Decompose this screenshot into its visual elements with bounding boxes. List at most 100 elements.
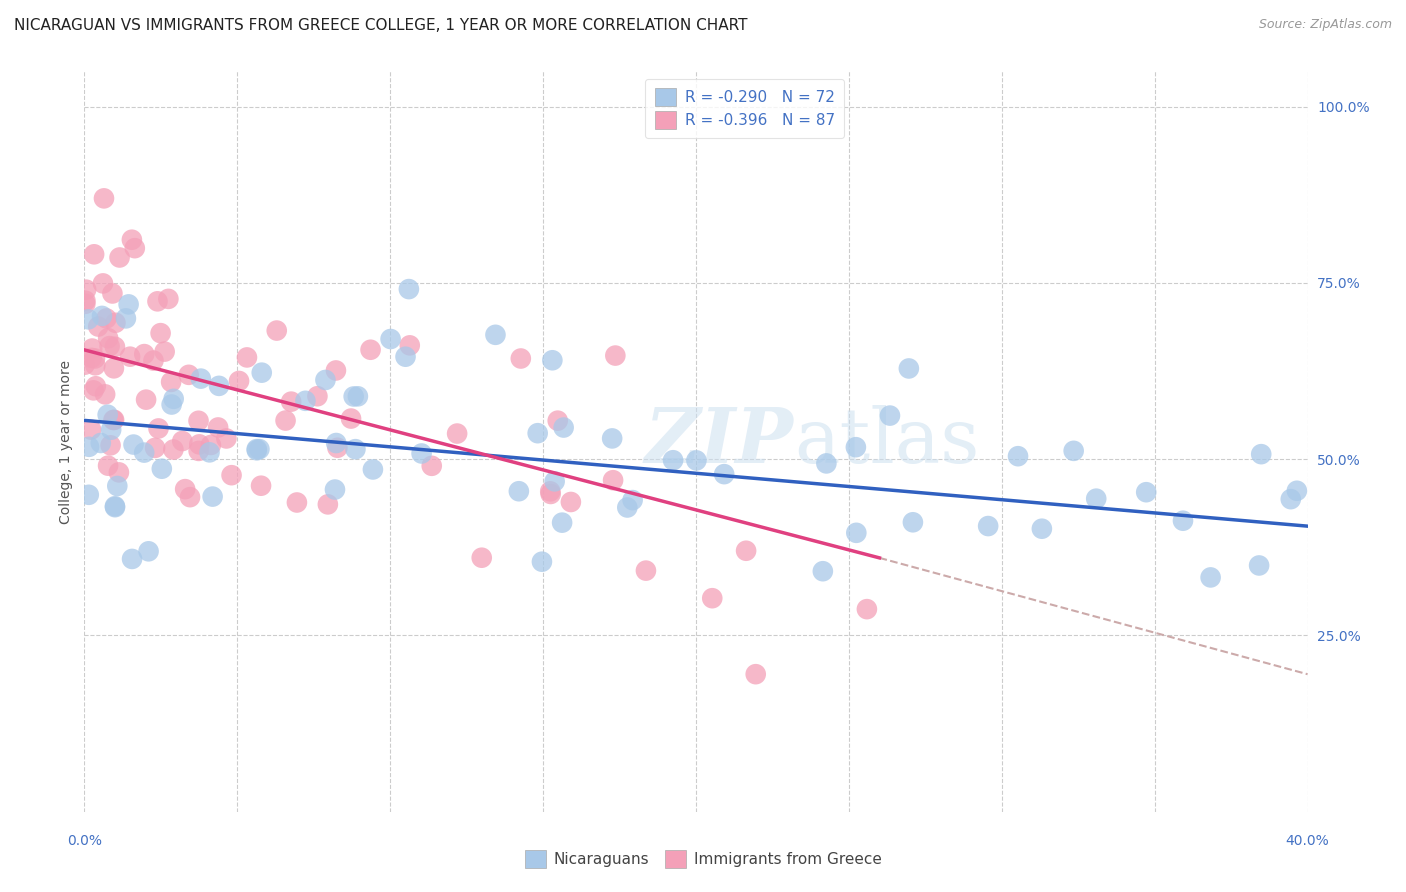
Point	[75, 293, 97, 308]
Point	[149, 326, 172, 340]
Point	[1250, 447, 1272, 461]
Point	[90, 436, 112, 450]
Point	[634, 564, 657, 578]
Point	[96, 311, 118, 326]
Point	[134, 445, 156, 459]
Point	[84, 379, 107, 393]
Point	[77, 488, 100, 502]
Point	[91, 309, 114, 323]
Point	[118, 350, 141, 364]
Point	[250, 479, 273, 493]
Point	[702, 591, 724, 606]
Point	[121, 552, 143, 566]
Point	[146, 294, 169, 309]
Point	[177, 368, 200, 382]
Point	[103, 413, 125, 427]
Point	[856, 602, 879, 616]
Point	[1322, 767, 1344, 781]
Point	[538, 484, 561, 499]
Point	[621, 493, 644, 508]
Point	[157, 292, 180, 306]
Point	[977, 519, 1000, 533]
Point	[280, 394, 302, 409]
Point	[551, 516, 574, 530]
Point	[105, 479, 128, 493]
Point	[361, 462, 384, 476]
Point	[75, 297, 97, 311]
Point	[411, 446, 433, 460]
Point	[735, 543, 758, 558]
Point	[121, 233, 143, 247]
Point	[560, 495, 582, 509]
Point	[541, 353, 564, 368]
Point	[325, 436, 347, 450]
Point	[484, 327, 506, 342]
Point	[108, 251, 131, 265]
Point	[1249, 558, 1271, 573]
Point	[93, 191, 115, 205]
Point	[360, 343, 382, 357]
Point	[1135, 485, 1157, 500]
Point	[307, 389, 329, 403]
Point	[174, 482, 197, 496]
Point	[80, 351, 103, 365]
Point	[811, 564, 834, 578]
Point	[108, 466, 131, 480]
Point	[103, 413, 125, 427]
Point	[685, 453, 707, 467]
Point	[1199, 570, 1222, 584]
Text: 0.0%: 0.0%	[67, 834, 101, 848]
Point	[662, 453, 685, 467]
Point	[1310, 579, 1333, 593]
Point	[143, 441, 166, 455]
Point	[190, 371, 212, 385]
Point	[246, 443, 269, 458]
Point	[398, 282, 420, 296]
Point	[83, 247, 105, 261]
Point	[343, 389, 366, 403]
Point	[344, 442, 367, 457]
Point	[1085, 491, 1108, 506]
Point	[1063, 443, 1085, 458]
Point	[879, 409, 901, 423]
Point	[530, 555, 553, 569]
Point	[744, 667, 766, 681]
Point	[1007, 449, 1029, 463]
Point	[1171, 514, 1194, 528]
Point	[73, 358, 96, 372]
Point	[200, 438, 222, 452]
Point	[87, 319, 110, 334]
Point	[1285, 483, 1308, 498]
Point	[347, 389, 370, 403]
Point	[162, 442, 184, 457]
Point	[160, 375, 183, 389]
Point	[1279, 492, 1302, 507]
Text: NICARAGUAN VS IMMIGRANTS FROM GREECE COLLEGE, 1 YEAR OR MORE CORRELATION CHART: NICARAGUAN VS IMMIGRANTS FROM GREECE COL…	[14, 18, 748, 33]
Legend: R = -0.290   N = 72, R = -0.396   N = 87: R = -0.290 N = 72, R = -0.396 N = 87	[645, 79, 845, 138]
Point	[75, 283, 97, 297]
Text: ZIP: ZIP	[645, 405, 794, 478]
Point	[101, 286, 124, 301]
Y-axis label: College, 1 year or more: College, 1 year or more	[59, 359, 73, 524]
Point	[187, 444, 209, 458]
Text: Source: ZipAtlas.com: Source: ZipAtlas.com	[1258, 18, 1392, 31]
Point	[246, 442, 269, 456]
Point	[815, 457, 838, 471]
Point	[84, 351, 107, 366]
Point	[236, 351, 259, 365]
Point	[326, 441, 349, 455]
Point	[148, 421, 170, 435]
Point	[420, 458, 443, 473]
Point	[82, 384, 104, 398]
Point	[122, 437, 145, 451]
Point	[380, 332, 402, 346]
Point	[249, 442, 271, 457]
Point	[314, 373, 336, 387]
Point	[77, 440, 100, 454]
Point	[115, 311, 138, 326]
Point	[446, 426, 468, 441]
Point	[207, 420, 229, 434]
Point	[316, 497, 339, 511]
Point	[274, 413, 297, 427]
Point	[221, 468, 243, 483]
